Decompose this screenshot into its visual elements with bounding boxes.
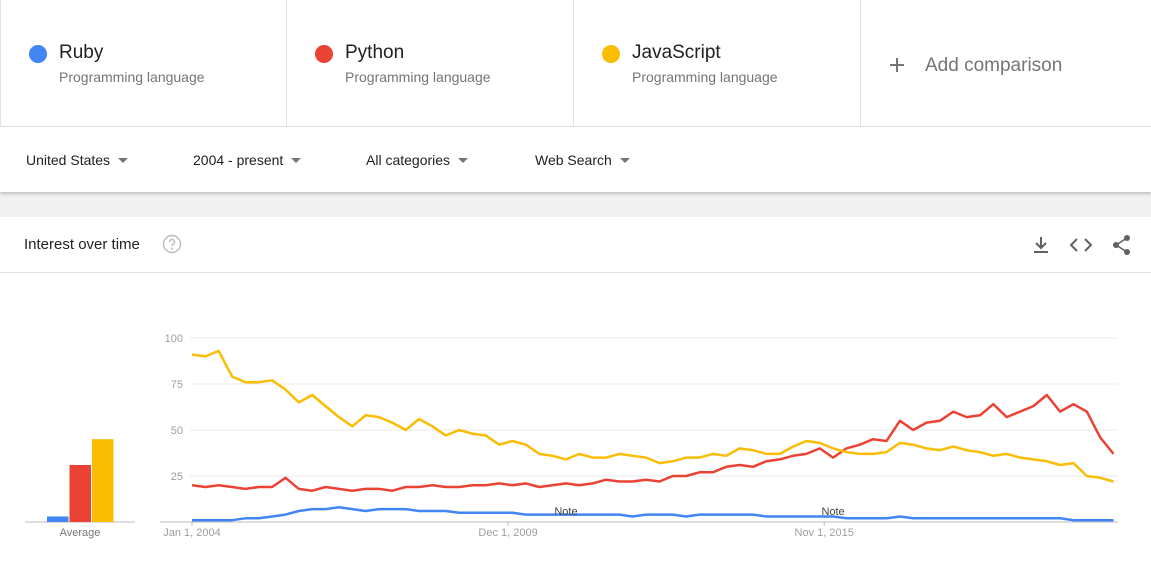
dropdown-arrow <box>118 158 129 164</box>
trend-line <box>191 393 1115 492</box>
help-icon[interactable] <box>162 234 182 254</box>
term-card[interactable]: JavaScript Programming language <box>574 0 861 126</box>
filter-dropdown[interactable]: All categories <box>366 152 469 168</box>
add-comparison-card[interactable]: Add comparison <box>861 0 1151 126</box>
y-tick-label: 75 <box>171 379 183 391</box>
filter-bar: United States 2004 - present All categor… <box>0 127 1151 192</box>
dropdown-arrow <box>619 158 630 164</box>
filter-label: Web Search <box>535 152 612 168</box>
panel-title: Interest over time <box>24 236 140 253</box>
term-type: Programming language <box>59 69 205 85</box>
term-card[interactable]: Python Programming language <box>287 0 574 126</box>
y-tick-label: 25 <box>171 471 183 483</box>
annotation: Note <box>821 506 844 518</box>
average-label: Average <box>60 527 101 539</box>
term-name: Ruby <box>59 42 104 63</box>
add-comparison: Add comparison <box>925 55 1063 76</box>
filter-dropdown[interactable]: Web Search <box>535 152 630 168</box>
chart: 25 50 75 100 Jan 1, 2004 Dec 1, 2009 Nov 1, 20… <box>25 333 1118 539</box>
panel-divider <box>0 272 1151 273</box>
term-color-dot <box>315 45 333 63</box>
dropdown-arrow <box>291 158 302 164</box>
annotation: Note <box>554 506 577 518</box>
x-tick-label: Dec 1, 2009 <box>478 527 537 539</box>
x-tick-label: Nov 1, 2015 <box>795 527 854 539</box>
trend-line <box>192 506 1114 522</box>
share-icon[interactable] <box>1111 234 1133 256</box>
term-type: Programming language <box>632 69 778 85</box>
y-tick-label: 100 <box>165 333 183 345</box>
embed-icon[interactable] <box>1070 236 1092 254</box>
term-type: Programming language <box>345 69 491 85</box>
separator-band <box>0 192 1151 217</box>
filter-label: All categories <box>366 152 451 168</box>
filter-label: United States <box>26 152 111 168</box>
term-card[interactable]: Ruby Programming language <box>0 0 287 126</box>
term-name: JavaScript <box>632 42 721 63</box>
filter-dropdown[interactable]: United States <box>26 152 129 168</box>
filter-label: 2004 - present <box>193 152 284 168</box>
average-bar <box>47 516 69 522</box>
dropdown-arrow <box>458 158 469 164</box>
plus-icon <box>890 58 904 72</box>
term-name: Python <box>345 42 405 63</box>
average-bar <box>69 464 91 522</box>
average-bar <box>92 439 114 522</box>
filter-dropdown[interactable]: 2004 - present <box>193 152 302 168</box>
download-icon[interactable] <box>1032 235 1050 255</box>
comparison-cards: Ruby Programming language Python Program… <box>0 0 1151 127</box>
term-color-dot <box>29 45 47 63</box>
term-color-dot <box>602 45 620 63</box>
y-tick-label: 50 <box>171 425 183 437</box>
trend-line <box>191 349 1114 483</box>
x-tick-label: Jan 1, 2004 <box>163 527 221 539</box>
